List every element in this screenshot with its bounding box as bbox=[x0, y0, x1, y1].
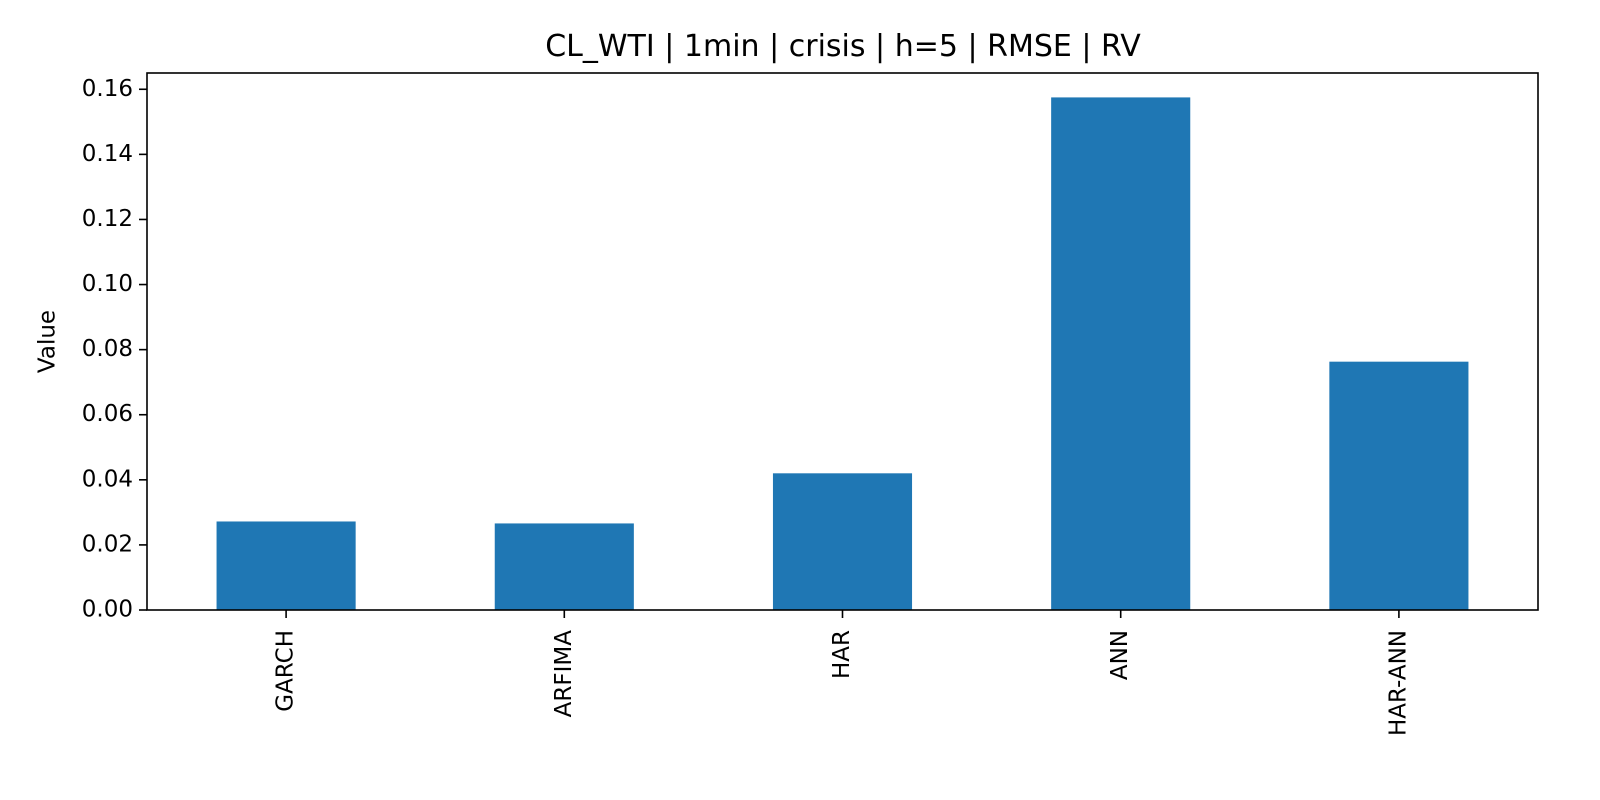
y-tick-label: 0.02 bbox=[82, 531, 133, 557]
y-tick-label: 0.06 bbox=[82, 401, 133, 427]
bar-ann bbox=[1051, 97, 1191, 611]
bar-garch bbox=[216, 521, 356, 610]
x-tick-label-har: HAR bbox=[829, 630, 855, 679]
bar-har bbox=[772, 473, 913, 610]
x-tick-label-ann: ANN bbox=[1107, 630, 1133, 680]
bar-har-ann bbox=[1329, 361, 1469, 610]
plot-frame bbox=[146, 72, 1539, 611]
y-tick-label: 0.08 bbox=[82, 336, 133, 362]
bar-arfima bbox=[494, 523, 634, 610]
y-tick-label: 0.00 bbox=[82, 597, 133, 623]
y-tick-label: 0.10 bbox=[82, 271, 133, 297]
y-axis-label: Value bbox=[35, 310, 61, 373]
y-tick-label: 0.04 bbox=[82, 466, 133, 492]
bars-layer bbox=[216, 97, 1469, 611]
y-tick-label: 0.16 bbox=[82, 76, 133, 102]
x-axis: GARCH ARFIMA HAR ANN HAR-ANN bbox=[273, 610, 1411, 736]
chart-title: CL_WTI | 1min | crisis | h=5 | RMSE | RV bbox=[545, 29, 1141, 64]
x-tick-label-arfima: ARFIMA bbox=[551, 630, 577, 718]
y-axis: 0.00 0.02 0.04 0.06 0.08 0.10 0.12 0.14 0.16 bbox=[82, 76, 147, 623]
y-tick-label: 0.12 bbox=[82, 206, 133, 232]
x-tick-label-garch: GARCH bbox=[273, 630, 299, 712]
x-tick-label-har-ann: HAR-ANN bbox=[1385, 630, 1411, 736]
y-tick-label: 0.14 bbox=[82, 141, 133, 167]
